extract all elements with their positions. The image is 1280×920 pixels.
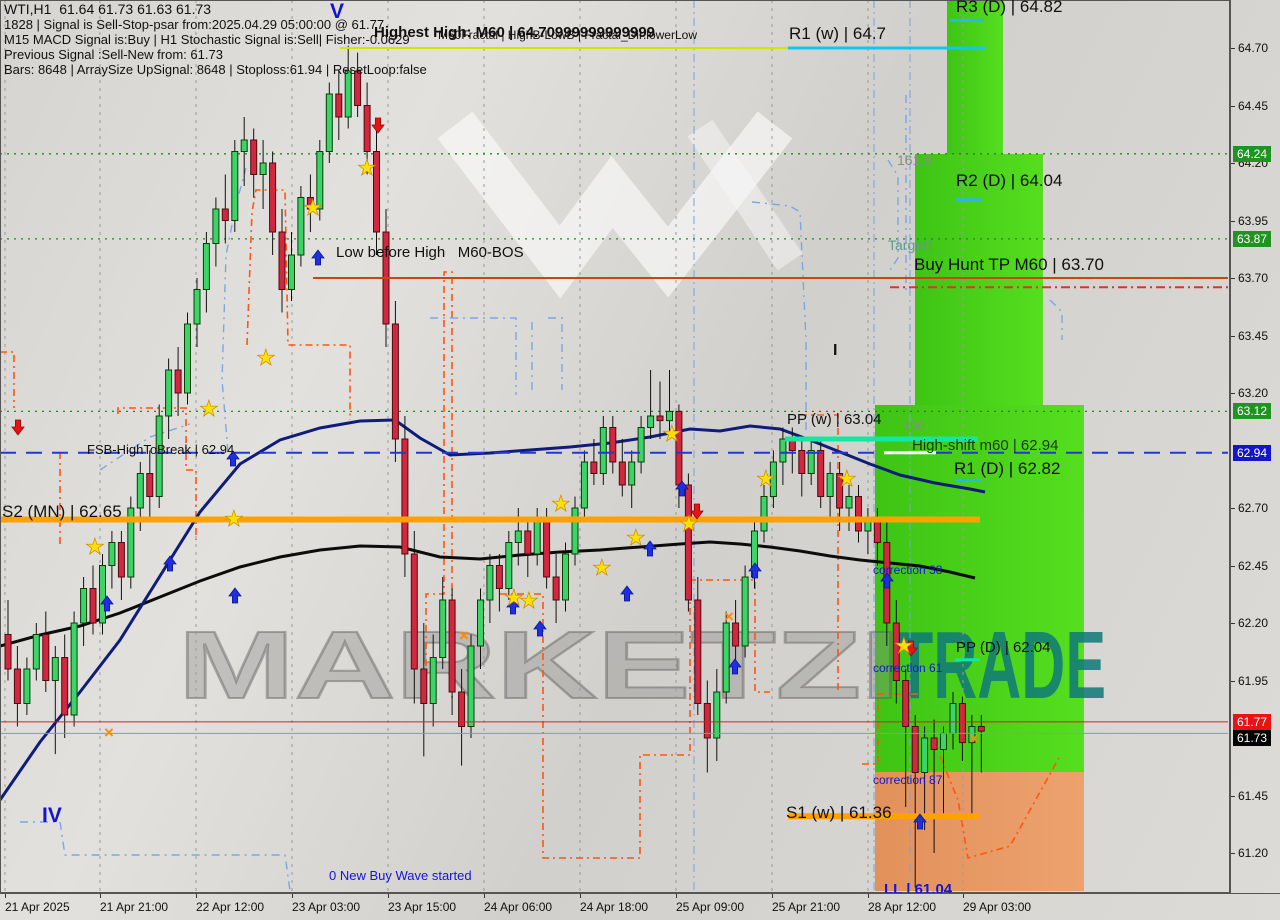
grid-lines [0,0,1228,893]
svg-text:★: ★ [357,155,377,180]
bars-stats-line: Bars: 8648 | ArraySize UpSignal: 8648 | … [4,62,427,77]
price-tick-mark [1231,163,1235,164]
price-tick-mark [1231,623,1235,624]
time-tick-mark [100,894,101,898]
price-badge-61.73: 61.73 [1233,730,1272,747]
svg-text:★: ★ [256,345,276,370]
time-tick-label: 23 Apr 15:00 [388,900,457,914]
band-envelope-blue [20,95,1063,893]
price-tick-mark [1231,48,1235,49]
star-markers: ★★★★★★★★★★★★★★ ★★ [85,155,914,659]
price-badge-62.94: 62.94 [1233,444,1272,461]
svg-text:★: ★ [662,421,682,446]
svg-text:★: ★ [894,633,914,658]
price-tick-mark [1231,220,1235,222]
info-panel: WTI,H1 61.64 61.73 61.63 61.73 1828 | Si… [4,1,427,78]
price-tick-mark [1231,393,1235,394]
time-tick-mark [772,894,773,898]
time-tick-label: 28 Apr 12:00 [868,900,937,914]
background-chevron-watermark [437,111,803,299]
time-tick-label: 21 Apr 21:00 [100,900,169,914]
psar-envelope-orange [0,189,1061,860]
price-badge-63.87: 63.87 [1233,230,1272,247]
price-tick-mark [1231,853,1235,854]
price-tick-mark [1231,565,1235,567]
time-tick-mark [196,894,197,898]
svg-text:★: ★ [551,491,571,516]
price-tick-label: 61.45 [1238,788,1269,803]
price-tick-mark [1231,795,1235,797]
svg-text:★: ★ [837,466,857,491]
svg-text:★: ★ [756,466,776,491]
svg-text:★: ★ [679,511,699,536]
time-tick-label: 25 Apr 21:00 [772,900,841,914]
price-tick-label: 63.20 [1238,386,1269,400]
level-lines [0,18,1228,820]
time-tick-label: 22 Apr 12:00 [196,900,265,914]
price-tick-label: 64.45 [1238,98,1269,113]
price-tick-label: 62.70 [1238,501,1269,515]
time-tick-mark [580,894,581,898]
signal-line: 1828 | Signal is Sell-Stop-psar from:202… [4,17,385,32]
time-tick-label: 24 Apr 06:00 [484,900,553,914]
price-tick-mark [1231,335,1235,337]
svg-text:★: ★ [224,506,244,531]
time-tick-mark [963,894,964,898]
buy-arrow-markers [100,249,927,830]
svg-text:★: ★ [626,525,646,550]
svg-text:★: ★ [303,195,323,220]
time-tick-mark [484,894,485,898]
time-tick-label: 25 Apr 09:00 [676,900,745,914]
highlight-zones [875,0,1084,891]
price-badge-61.77: 61.77 [1233,713,1272,730]
price-tick-label: 61.95 [1238,673,1269,688]
time-axis[interactable]: 21 Apr 2025 21 Apr 21:00 22 Apr 12:00 23 Ap… [0,893,1280,920]
macd-stochastic-line: M15 MACD Signal is:Buy | H1 Stochastic S… [4,32,410,47]
symbol-ohlc-line: WTI,H1 61.64 61.73 61.63 61.73 [4,1,212,17]
sell-arrow-markers [11,117,918,657]
svg-text:×: × [104,723,114,742]
time-tick-mark [388,894,389,898]
time-tick-label: 29 Apr 03:00 [963,900,1032,914]
price-tick-mark [1231,680,1235,682]
time-tick-mark [868,894,869,898]
svg-text:TRADE: TRADE [896,612,1106,719]
plot-border [0,0,1230,893]
svg-text:×: × [724,607,734,626]
time-tick-label: 21 Apr 2025 [5,900,70,914]
price-tick-mark [1231,278,1235,279]
price-badge-64.24: 64.24 [1233,145,1272,162]
price-axis[interactable]: 64.70 64.45 64.20 63.95 63.70 63.45 63.20 62.70… [1230,0,1280,893]
svg-text:★: ★ [592,555,612,580]
svg-text:★: ★ [199,396,219,421]
time-tick-mark [292,894,293,898]
svg-text:★: ★ [85,534,105,559]
price-tick-mark [1231,508,1235,509]
price-tick-label: 63.70 [1238,271,1269,285]
svg-text:★: ★ [504,585,524,610]
svg-text:★: ★ [519,588,539,613]
price-tick-label: 62.45 [1238,558,1269,573]
time-tick-mark [5,894,6,898]
price-tick-label: 64.70 [1238,41,1269,55]
time-tick-label: 23 Apr 03:00 [292,900,361,914]
x-markers: × × × × [104,607,979,748]
previous-signal-line: Previous Signal :Sell-New from: 61.73 [4,47,223,62]
price-tick-label: 62.20 [1238,616,1269,630]
price-tick-mark [1231,105,1235,107]
chart-plot-area[interactable]: MARKETZI TRADE ★ ★ ★ ★ ★ ★ ★ ★ ★ ★ ★ ★ ★ ★ ★ ★ × × × × V Highe… [0,0,1230,893]
price-badge-63.12: 63.12 [1233,403,1272,420]
time-tick-mark [676,894,677,898]
svg-text:×: × [459,626,469,645]
price-tick-label: 63.45 [1238,328,1269,343]
price-tick-label: 61.20 [1238,846,1269,860]
time-tick-label: 24 Apr 18:00 [580,900,649,914]
ma-fast-navy [0,418,986,801]
svg-text:×: × [969,729,979,748]
price-tick-label: 63.95 [1238,213,1269,228]
